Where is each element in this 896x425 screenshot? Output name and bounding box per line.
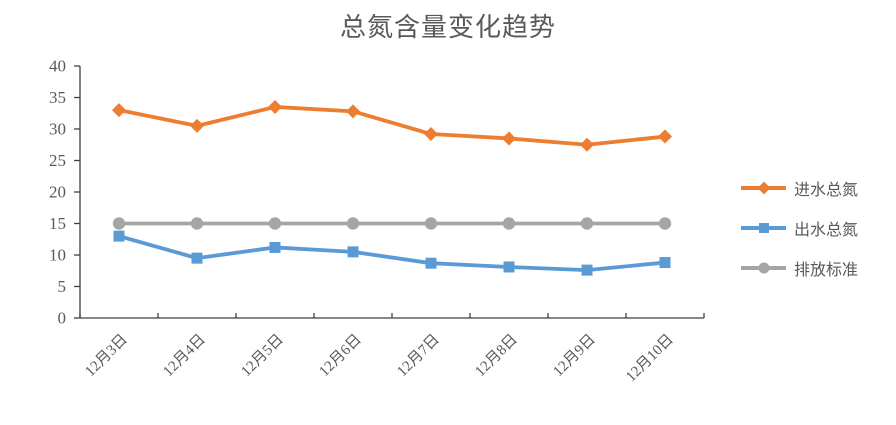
legend-circle-marker-icon (741, 262, 786, 274)
legend-item-discharge-standard[interactable]: 排放标准 (741, 248, 891, 288)
legend-item-influent-total-nitrogen[interactable]: 进水总氮 (741, 168, 891, 208)
chart-title: 总氮含量变化趋势 (339, 13, 556, 42)
axes (74, 65, 705, 319)
x-tick-label: 12月10日 (623, 332, 677, 386)
data-point-diamond[interactable] (424, 127, 438, 142)
y-tick-label: 15 (49, 214, 66, 233)
data-point-square[interactable] (503, 261, 515, 273)
y-tick-label: 10 (49, 246, 66, 265)
legend: 进水总氮出水总氮排放标准 (741, 168, 891, 288)
effluent-total-nitrogen-series[interactable] (113, 230, 671, 276)
data-point-square[interactable] (659, 257, 671, 269)
effluent-total-nitrogen-line (117, 234, 667, 273)
legend-square-marker-icon (741, 223, 786, 233)
x-tick-label: 12月3日 (82, 332, 130, 380)
data-point-circle[interactable] (424, 217, 438, 230)
data-point-circle[interactable] (580, 217, 594, 230)
x-tick-label: 12月9日 (550, 332, 598, 380)
y-tick-label: 25 (49, 151, 66, 170)
data-point-circle[interactable] (112, 217, 126, 230)
y-tick-label: 35 (49, 88, 66, 107)
influent-total-nitrogen-line (117, 105, 667, 147)
data-point-diamond[interactable] (268, 99, 282, 114)
square-icon (758, 223, 769, 233)
discharge-standard-series[interactable] (112, 217, 672, 230)
data-point-diamond[interactable] (346, 104, 360, 119)
y-axis-labels: 0 5 10 15 20 25 30 35 40 (49, 57, 66, 328)
x-tick-label: 12月7日 (394, 332, 442, 380)
data-point-square[interactable] (581, 264, 593, 276)
data-point-diamond[interactable] (580, 137, 594, 152)
data-point-square[interactable] (191, 252, 203, 264)
data-point-circle[interactable] (502, 217, 516, 230)
circle-icon (758, 262, 769, 274)
legend-diamond-marker-icon (741, 181, 786, 195)
data-point-square[interactable] (113, 230, 125, 242)
legend-label: 排放标准 (794, 262, 859, 279)
influent-total-nitrogen-series[interactable] (112, 99, 672, 152)
x-tick-label: 12月4日 (160, 332, 208, 380)
data-point-square[interactable] (347, 246, 359, 258)
data-point-diamond[interactable] (112, 103, 126, 118)
legend-label: 进水总氮 (794, 182, 859, 199)
data-point-diamond[interactable] (190, 118, 204, 133)
data-point-diamond[interactable] (502, 131, 516, 146)
y-tick-label: 30 (49, 120, 66, 139)
data-point-square[interactable] (269, 241, 281, 253)
x-tick-label: 12月8日 (472, 332, 520, 380)
x-axis-labels: 12月3日 12月4日 12月5日 12月6日 12月7日 12月8日 12月9日 12月10… (82, 332, 676, 386)
x-tick-label: 12月6日 (316, 332, 364, 380)
diamond-icon (757, 181, 770, 195)
legend-item-effluent-total-nitrogen[interactable]: 出水总氮 (741, 208, 891, 248)
data-point-circle[interactable] (346, 217, 360, 230)
legend-label: 出水总氮 (794, 222, 859, 239)
x-tick-label: 12月5日 (238, 332, 286, 380)
y-tick-label: 20 (49, 183, 66, 202)
data-point-circle[interactable] (268, 217, 282, 230)
y-tick-label: 5 (58, 277, 67, 296)
data-point-circle[interactable] (658, 217, 672, 230)
data-point-square[interactable] (425, 257, 437, 269)
data-point-diamond[interactable] (658, 129, 672, 144)
y-tick-label: 0 (58, 309, 67, 328)
data-point-circle[interactable] (190, 217, 204, 230)
y-tick-label: 40 (49, 57, 66, 76)
